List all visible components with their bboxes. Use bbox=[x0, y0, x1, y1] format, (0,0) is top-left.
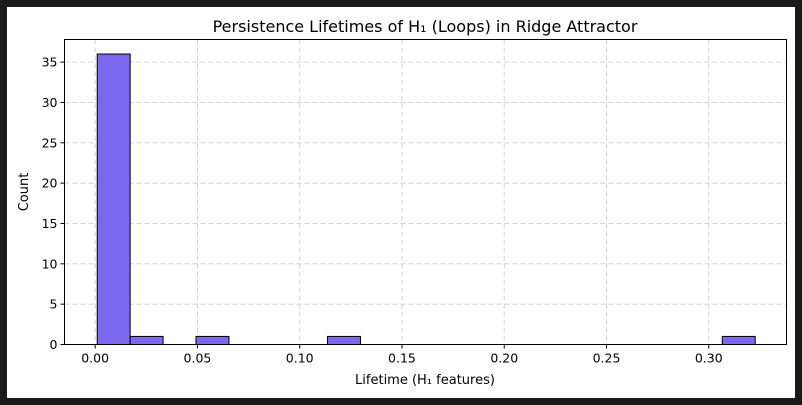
x-tick-label-1: 0.05 bbox=[184, 351, 212, 366]
x-axis-label: Lifetime (H₁ features) bbox=[355, 373, 495, 388]
bar-layer bbox=[96, 53, 756, 346]
histogram-bar-4 bbox=[721, 335, 756, 345]
y-tick-label-6: 30 bbox=[42, 95, 58, 110]
y-tick-label-3: 15 bbox=[42, 216, 58, 231]
grid-layer bbox=[64, 39, 787, 345]
x-tick-label-4: 0.20 bbox=[490, 351, 518, 366]
x-tick-label-0: 0.00 bbox=[81, 351, 109, 366]
y-tick-label-0: 0 bbox=[50, 337, 58, 352]
chart-frame: Persistence Lifetimes of H₁ (Loops) in R… bbox=[7, 7, 795, 398]
x-tick-label-3: 0.15 bbox=[388, 351, 416, 366]
chart-title: Persistence Lifetimes of H₁ (Loops) in R… bbox=[213, 17, 638, 36]
tick-layer: 0.00 0.05 0.10 0.15 0.20 0.25 0.30 0 5 10 15 20 25 30… bbox=[42, 55, 723, 366]
y-tick-label-2: 10 bbox=[42, 256, 58, 271]
histogram-bar-3 bbox=[327, 335, 361, 345]
x-tick-label-2: 0.10 bbox=[286, 351, 314, 366]
y-axis-label: Count bbox=[17, 173, 32, 212]
y-tick-label-1: 5 bbox=[50, 297, 58, 312]
y-tick-label-4: 20 bbox=[42, 176, 58, 191]
histogram-bar-2 bbox=[195, 335, 230, 345]
y-tick-label-5: 25 bbox=[42, 135, 58, 150]
x-tick-label-6: 0.30 bbox=[695, 351, 723, 366]
histogram-chart: Persistence Lifetimes of H₁ (Loops) in R… bbox=[17, 17, 787, 388]
y-tick-label-7: 35 bbox=[42, 55, 58, 70]
x-tick-label-5: 0.25 bbox=[593, 351, 621, 366]
histogram-bar-0 bbox=[96, 53, 131, 346]
histogram-bar-1 bbox=[129, 335, 164, 345]
plot-area-frame bbox=[64, 39, 787, 345]
